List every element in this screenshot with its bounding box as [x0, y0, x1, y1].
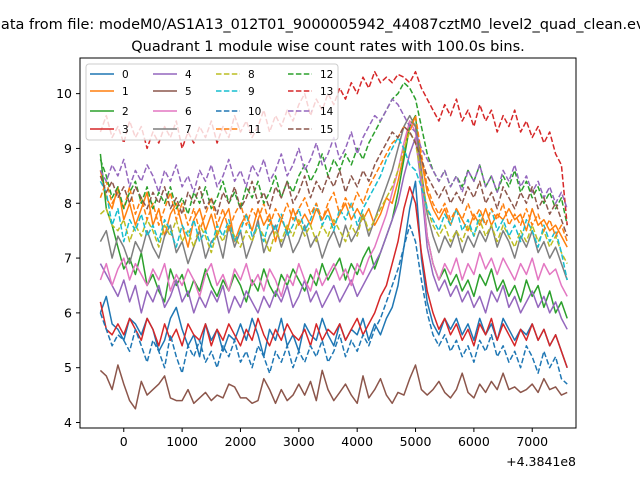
legend-label-9: 9 — [248, 86, 255, 98]
x-tick-label: 5000 — [400, 434, 432, 449]
series-line-5 — [99, 364, 568, 410]
y-tick-label: 7 — [64, 251, 72, 266]
legend-label-13: 13 — [320, 86, 333, 98]
legend-label-14: 14 — [320, 106, 334, 118]
y-tick-label: 9 — [64, 141, 72, 156]
series-layer — [99, 70, 568, 410]
x-tick-label: 6000 — [458, 434, 490, 449]
y-tick-label: 8 — [64, 196, 72, 211]
series-line-10 — [99, 224, 568, 385]
series-line-3 — [99, 186, 568, 368]
x-tick-label: 3000 — [283, 434, 315, 449]
series-line-15 — [99, 125, 568, 237]
y-tick-label: 4 — [64, 415, 72, 430]
series-line-1 — [99, 120, 568, 248]
legend-label-15: 15 — [320, 124, 333, 136]
legend-label-2: 2 — [122, 106, 129, 118]
legend-label-6: 6 — [185, 106, 192, 118]
legend-label-7: 7 — [185, 124, 192, 136]
legend-label-1: 1 — [122, 86, 129, 98]
legend-label-0: 0 — [122, 69, 129, 81]
series-line-6 — [99, 120, 568, 298]
figure-suptitle: Data from file: modeM0/AS1A13_012T01_900… — [0, 17, 640, 33]
legend-label-12: 12 — [320, 69, 333, 81]
y-axis: 4 5 6 7 8 9 10 — [56, 86, 80, 430]
x-offset-label: +4.3841e8 — [506, 454, 576, 469]
legend-label-4: 4 — [185, 69, 192, 81]
x-tick-label: 2000 — [225, 434, 257, 449]
series-line-11 — [99, 114, 568, 242]
series-line-0 — [99, 180, 568, 368]
legend-label-5: 5 — [185, 86, 192, 98]
legend-frame — [85, 63, 339, 141]
legend-label-8: 8 — [248, 69, 255, 81]
x-axis: 0 1000 2000 3000 4000 5000 6000 7000 — [120, 428, 548, 449]
x-tick-label: 1000 — [166, 434, 198, 449]
legend-label-11: 11 — [248, 124, 261, 136]
x-tick-label: 0 — [120, 434, 128, 449]
series-line-2 — [99, 114, 568, 319]
chart-title: Quadrant 1 module wise count rates with … — [131, 39, 525, 55]
y-tick-label: 5 — [64, 360, 72, 375]
legend-label-3: 3 — [122, 124, 129, 136]
series-line-4 — [99, 136, 568, 330]
x-tick-label: 7000 — [516, 434, 548, 449]
y-tick-label: 10 — [56, 86, 72, 101]
series-line-8 — [99, 131, 568, 264]
legend-label-10: 10 — [248, 106, 261, 118]
y-tick-label: 6 — [64, 305, 72, 320]
plot-frame — [79, 57, 577, 429]
x-tick-label: 4000 — [341, 434, 373, 449]
